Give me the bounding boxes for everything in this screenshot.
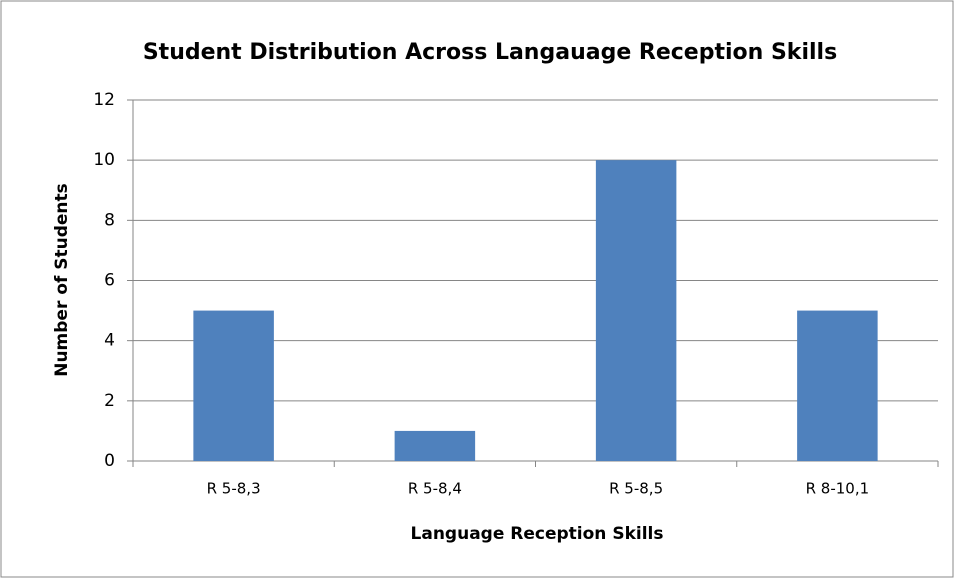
bar: [394, 430, 476, 461]
y-tick-label: 8: [104, 210, 115, 230]
x-tick-label: R 5-8,4: [408, 480, 462, 498]
x-tick-label: R 5-8,5: [609, 480, 663, 498]
y-tick-label: 10: [93, 150, 115, 170]
y-tick-label: 4: [104, 331, 115, 351]
y-axis-label: Number of Students: [52, 183, 72, 377]
x-tick-label: R 5-8,3: [207, 480, 261, 498]
bar: [193, 310, 274, 461]
x-axis-label: Language Reception Skills: [411, 524, 664, 544]
y-tick-label: 12: [93, 90, 115, 110]
bar: [595, 160, 677, 461]
y-tick-label: 2: [104, 391, 115, 411]
y-tick-label: 0: [104, 451, 115, 471]
chart-title: Student Distribution Across Langauage Re…: [143, 40, 837, 65]
bar: [797, 310, 878, 461]
x-tick-label: R 8-10,1: [806, 480, 870, 498]
y-tick-label: 6: [104, 271, 115, 291]
